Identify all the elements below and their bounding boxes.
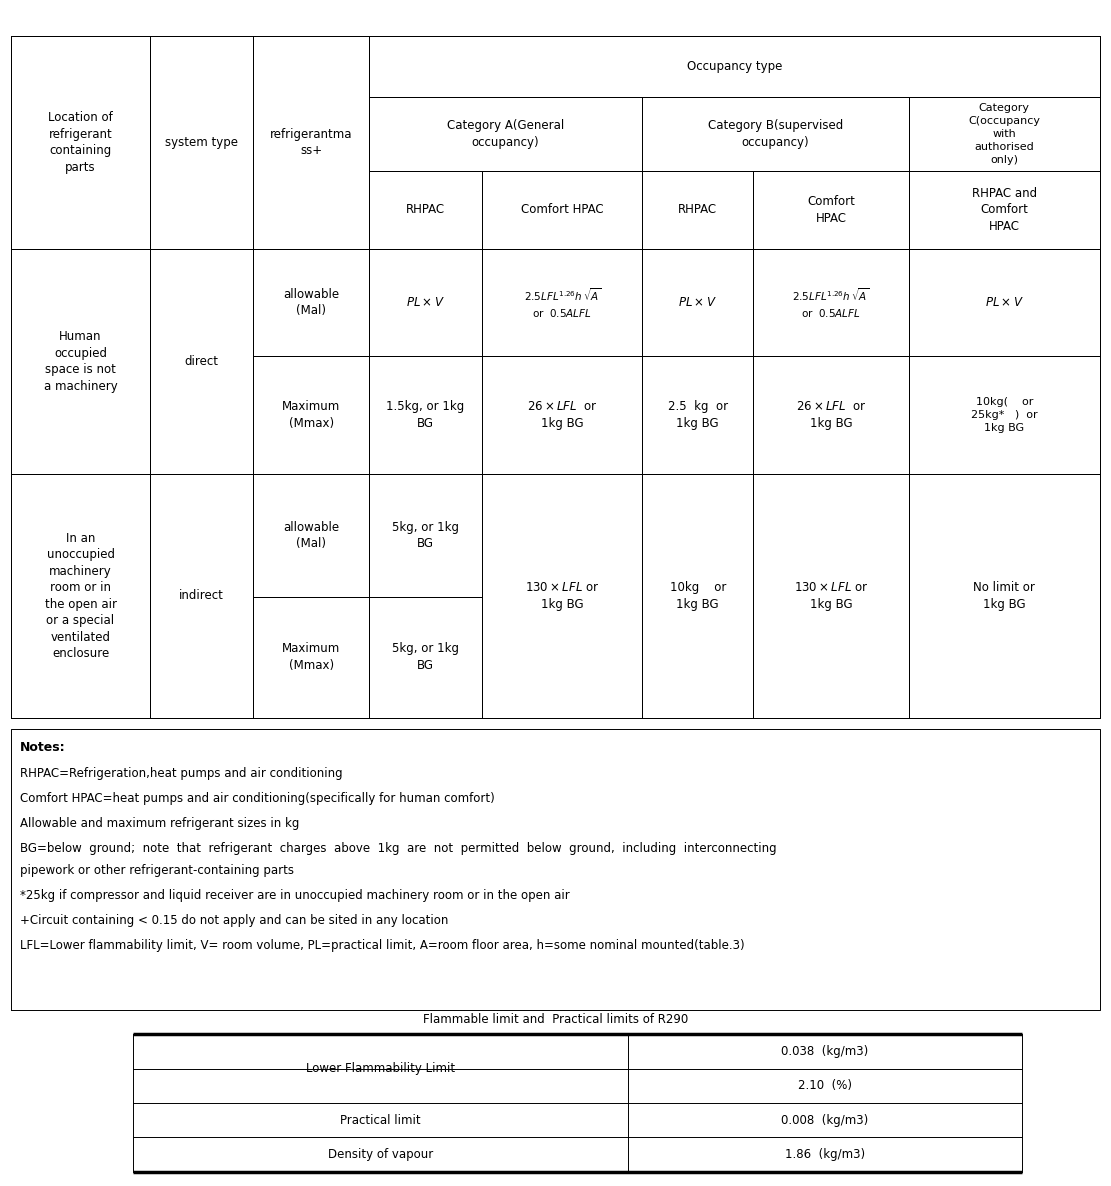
- Text: Practical limit: Practical limit: [340, 1114, 421, 1127]
- Text: 5kg, or 1kg
BG: 5kg, or 1kg BG: [392, 521, 459, 550]
- Text: $130\times LFL$ or
1kg BG: $130\times LFL$ or 1kg BG: [793, 581, 869, 611]
- Text: Location of
refrigerant
containing
parts: Location of refrigerant containing parts: [48, 111, 113, 173]
- Text: $2.5LFL^{1.26}h\,\sqrt{A}$
or  $0.5ALFL$: $2.5LFL^{1.26}h\,\sqrt{A}$ or $0.5ALFL$: [792, 286, 870, 319]
- Text: Allowable and maximum refrigerant sizes in kg: Allowable and maximum refrigerant sizes …: [20, 817, 299, 830]
- Text: Comfort HPAC: Comfort HPAC: [521, 204, 603, 216]
- Text: No limit or
1kg BG: No limit or 1kg BG: [973, 581, 1035, 611]
- Text: $PL\times V$: $PL\times V$: [407, 296, 444, 308]
- Text: $PL\times V$: $PL\times V$: [985, 296, 1023, 308]
- Text: Category B(supervised
occupancy): Category B(supervised occupancy): [708, 120, 843, 148]
- Text: Category A(General
occupancy): Category A(General occupancy): [447, 120, 564, 148]
- Text: RHPAC: RHPAC: [406, 204, 446, 216]
- Text: Comfort
HPAC: Comfort HPAC: [807, 196, 855, 224]
- Text: allowable
(Mal): allowable (Mal): [283, 521, 339, 550]
- Text: pipework or other refrigerant-containing parts: pipework or other refrigerant-containing…: [20, 863, 294, 876]
- Text: allowable
(Mal): allowable (Mal): [283, 288, 339, 317]
- Text: 2.10  (%): 2.10 (%): [798, 1079, 852, 1092]
- Text: 0.038  (kg/m3): 0.038 (kg/m3): [781, 1045, 869, 1058]
- Text: $130\times LFL$ or
1kg BG: $130\times LFL$ or 1kg BG: [524, 581, 600, 611]
- Text: 1.5kg, or 1kg
BG: 1.5kg, or 1kg BG: [387, 401, 464, 429]
- Text: RHPAC: RHPAC: [678, 204, 718, 216]
- Text: $2.5LFL^{1.26}h\,\sqrt{A}$
or  $0.5ALFL$: $2.5LFL^{1.26}h\,\sqrt{A}$ or $0.5ALFL$: [523, 286, 601, 319]
- Text: Comfort HPAC=heat pumps and air conditioning(specifically for human comfort): Comfort HPAC=heat pumps and air conditio…: [20, 792, 494, 805]
- Text: Density of vapour: Density of vapour: [328, 1148, 433, 1161]
- Text: $26\times LFL$  or
1kg BG: $26\times LFL$ or 1kg BG: [795, 400, 867, 431]
- Text: Flammable limit and  Practical limits of R290: Flammable limit and Practical limits of …: [423, 1014, 688, 1026]
- Text: 10kg    or
1kg BG: 10kg or 1kg BG: [670, 581, 725, 611]
- Text: Maximum
(Mmax): Maximum (Mmax): [282, 401, 340, 429]
- Text: 1.86  (kg/m3): 1.86 (kg/m3): [784, 1148, 865, 1161]
- Text: Human
occupied
space is not
a machinery: Human occupied space is not a machinery: [43, 331, 118, 393]
- Text: LFL=Lower flammability limit, V= room volume, PL=practical limit, A=room floor a: LFL=Lower flammability limit, V= room vo…: [20, 938, 744, 951]
- Text: indirect: indirect: [179, 589, 224, 602]
- Text: 2.5  kg  or
1kg BG: 2.5 kg or 1kg BG: [668, 401, 728, 429]
- Text: RHPAC=Refrigeration,heat pumps and air conditioning: RHPAC=Refrigeration,heat pumps and air c…: [20, 767, 342, 780]
- Text: direct: direct: [184, 356, 219, 368]
- Text: $PL\times V$: $PL\times V$: [679, 296, 717, 308]
- Text: *25kg if compressor and liquid receiver are in unoccupied machinery room or in t: *25kg if compressor and liquid receiver …: [20, 888, 570, 901]
- Text: In an
unoccupied
machinery
room or in
the open air
or a special
ventilated
enclo: In an unoccupied machinery room or in th…: [44, 531, 117, 661]
- Text: Category
C(occupancy
with
authorised
only): Category C(occupancy with authorised onl…: [969, 103, 1040, 165]
- Text: refrigerantma
ss+: refrigerantma ss+: [270, 128, 352, 157]
- Text: $26\times LFL$  or
1kg BG: $26\times LFL$ or 1kg BG: [527, 400, 598, 431]
- Text: 0.008  (kg/m3): 0.008 (kg/m3): [781, 1114, 869, 1127]
- Text: RHPAC and
Comfort
HPAC: RHPAC and Comfort HPAC: [972, 187, 1037, 232]
- Text: Lower Flammability Limit: Lower Flammability Limit: [306, 1063, 456, 1075]
- Text: +Circuit containing < 0.15 do not apply and can be sited in any location: +Circuit containing < 0.15 do not apply …: [20, 913, 449, 926]
- Text: Notes:: Notes:: [20, 741, 66, 754]
- Text: Occupancy type: Occupancy type: [687, 60, 782, 72]
- Text: 5kg, or 1kg
BG: 5kg, or 1kg BG: [392, 643, 459, 671]
- Text: 10kg(    or
25kg*   )  or
1kg BG: 10kg( or 25kg* ) or 1kg BG: [971, 397, 1038, 433]
- Text: Maximum
(Mmax): Maximum (Mmax): [282, 643, 340, 671]
- Text: BG=below  ground;  note  that  refrigerant  charges  above  1kg  are  not  permi: BG=below ground; note that refrigerant c…: [20, 842, 777, 855]
- Text: system type: system type: [166, 136, 238, 148]
